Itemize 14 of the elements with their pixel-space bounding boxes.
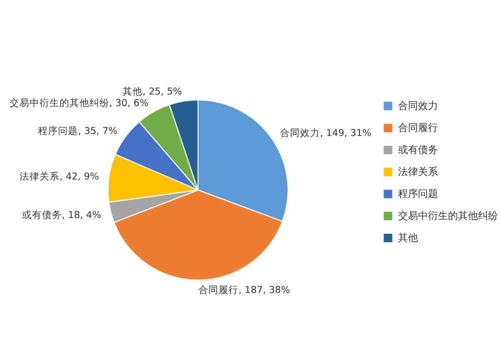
legend-label: 法律关系 [398, 166, 438, 178]
data-label: 其他, 25, 5% [122, 85, 182, 98]
data-label: 交易中衍生的其他纠纷, 30, 6% [9, 97, 149, 110]
legend-label: 交易中衍生的其他纠纷 [398, 210, 498, 222]
data-label: 法律关系, 42, 9% [20, 170, 99, 182]
legend-label: 合同履行 [398, 122, 438, 134]
legend-label: 程序问题 [398, 188, 438, 200]
data-label: 合同履行, 187, 38% [198, 284, 290, 296]
legend-label: 合同效力 [398, 100, 438, 112]
legend-label: 其他 [398, 232, 418, 244]
data-label: 合同效力, 149, 31% [280, 126, 372, 139]
data-label: 程序问题, 35, 7% [38, 124, 118, 137]
legend-label: 或有债务 [398, 144, 438, 156]
data-label: 或有债务, 18, 4% [22, 208, 102, 221]
